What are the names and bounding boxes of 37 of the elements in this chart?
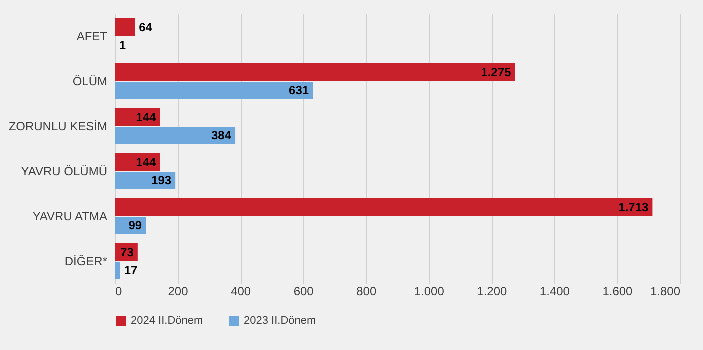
bar bbox=[115, 18, 136, 36]
data-label: 73 bbox=[120, 245, 134, 260]
x-tick-label: 1.400 bbox=[540, 284, 570, 298]
x-tick-label: 0 bbox=[116, 284, 122, 298]
y-tick-label: DİĞER* bbox=[64, 254, 108, 268]
bar bbox=[115, 64, 516, 82]
x-tick-label: 1.200 bbox=[477, 284, 508, 298]
data-label: 144 bbox=[136, 155, 157, 170]
y-tick-label: YAVRU ÖLÜMÜ bbox=[21, 164, 108, 178]
bar bbox=[115, 198, 653, 216]
data-label: 99 bbox=[128, 218, 142, 233]
y-tick-label: YAVRU ATMA bbox=[32, 210, 108, 224]
data-label: 1.713 bbox=[618, 200, 650, 214]
x-tick-label: 200 bbox=[168, 284, 189, 298]
x-tick-label: 1.600 bbox=[602, 284, 634, 298]
bar bbox=[115, 126, 236, 144]
x-tick-label: 1.000 bbox=[414, 284, 445, 298]
x-tick-label: 1.800 bbox=[650, 284, 681, 298]
y-tick-label: ZORUNLU KESİM bbox=[8, 120, 108, 134]
data-label: 1.275 bbox=[481, 65, 512, 80]
legend-label: 2023 II.Dönem bbox=[244, 315, 316, 327]
data-label: 64 bbox=[139, 20, 153, 34]
x-tick-label: 400 bbox=[231, 284, 252, 298]
bar bbox=[115, 82, 314, 100]
data-label: 631 bbox=[289, 84, 310, 98]
x-tick-label: 800 bbox=[356, 284, 377, 298]
data-label: 1 bbox=[119, 38, 126, 53]
bar bbox=[115, 172, 176, 190]
x-tick-label: 600 bbox=[294, 284, 314, 298]
y-tick-label: AFET bbox=[76, 30, 108, 44]
data-label: 17 bbox=[124, 264, 138, 278]
legend-label: 2024 II.Dönem bbox=[131, 315, 204, 327]
y-tick-label: ÖLÜM bbox=[72, 74, 108, 88]
data-label: 193 bbox=[152, 174, 172, 188]
bar bbox=[115, 262, 120, 280]
data-label: 384 bbox=[212, 128, 232, 143]
data-label: 144 bbox=[136, 110, 157, 124]
